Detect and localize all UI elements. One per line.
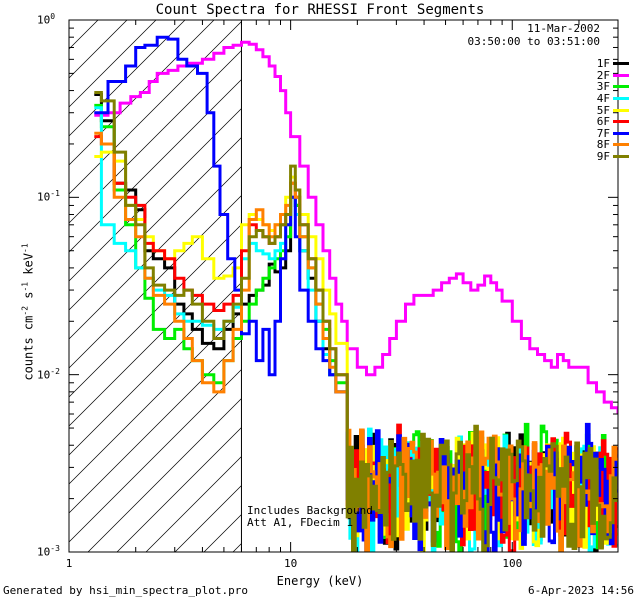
legend-label: 5F <box>596 103 610 117</box>
legend-entry: 9F <box>596 150 629 164</box>
observation-date: 11-Mar-2002 <box>527 22 600 35</box>
plot-frame <box>68 19 619 553</box>
hatch-line <box>87 398 242 552</box>
legend-label: 3F <box>596 80 610 94</box>
legend-label: 1F <box>596 57 610 71</box>
y-tick-label: 10-2 <box>37 366 60 382</box>
legend-label: 9F <box>596 150 610 164</box>
hatch-line <box>69 50 242 224</box>
y-tick-label: 10-3 <box>37 544 60 559</box>
hatch-line <box>69 166 242 340</box>
hatch-line <box>69 79 242 253</box>
legend-swatch <box>613 62 629 66</box>
annotation-attenuator: Att A1, FDecim 1 <box>247 516 353 529</box>
legend-label: 8F <box>596 138 610 152</box>
legend-label: 7F <box>596 126 610 140</box>
hatch-line <box>69 20 215 166</box>
annotation-background: Includes Background <box>247 504 373 517</box>
legend-swatch <box>613 73 629 77</box>
legend-swatch <box>613 143 629 147</box>
legend-entry: 7F <box>596 126 629 140</box>
hatch-line <box>145 456 242 552</box>
legend-entry: 1F <box>596 57 629 71</box>
hatch-line <box>116 427 242 552</box>
series-group <box>94 35 618 552</box>
hatch-line <box>69 224 242 398</box>
legend-label: 4F <box>596 92 610 106</box>
legend-swatch <box>613 85 629 89</box>
legend-entry: 3F <box>596 80 629 94</box>
attenuator-hatch <box>69 20 242 552</box>
y-tick-label: 10-1 <box>37 189 60 204</box>
legend-swatch <box>613 108 629 112</box>
legend-label: 6F <box>596 115 610 129</box>
legend-entry: 5F <box>596 103 629 117</box>
hatch-line <box>69 195 242 369</box>
x-tick-label: 100 <box>502 557 523 570</box>
legend-swatch <box>613 155 629 159</box>
hatch-line <box>69 20 99 50</box>
hatch-line <box>69 253 242 427</box>
x-axis-label: Energy (keV) <box>276 574 364 588</box>
series-7F <box>94 35 618 552</box>
time-range: 03:50:00 to 03:51:00 <box>467 35 600 48</box>
hatch-line <box>69 369 242 543</box>
legend-swatch <box>613 97 629 101</box>
x-tick-label: 10 <box>284 557 298 570</box>
chart-title: Count Spectra for RHESSI Front Segments <box>155 2 485 18</box>
series-9F <box>94 91 618 552</box>
legend-entry: 6F <box>596 115 629 129</box>
legend-label: 2F <box>596 68 610 82</box>
y-tick-label: 100 <box>37 12 56 27</box>
legend-entry: 4F <box>596 92 629 106</box>
legend-swatch <box>613 120 629 124</box>
legend-entry: 8F <box>596 138 629 152</box>
legend: 1F 2F 3F 4F 5F 6F 7F 8F 9F <box>596 57 629 164</box>
footer-generated-by: Generated by hsi_min_spectra_plot.pro <box>3 584 249 597</box>
legend-swatch <box>613 131 629 135</box>
y-axis-label: counts cm-2 s-1 keV-1 <box>20 243 36 381</box>
hatch-line <box>69 282 242 456</box>
hatch-line <box>69 21 242 195</box>
hatch-line <box>69 311 242 485</box>
x-tick-label: 1 <box>65 557 73 570</box>
series-2F <box>94 40 618 414</box>
footer-timestamp: 6-Apr-2023 14:56 <box>528 584 634 597</box>
hatch-line <box>69 137 242 311</box>
legend-entry: 2F <box>596 68 629 82</box>
hatch-line <box>69 340 242 514</box>
